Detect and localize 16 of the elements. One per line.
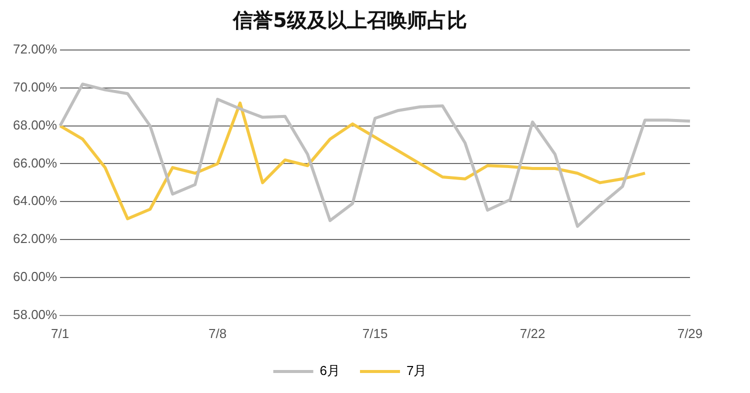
y-tick-label: 70.00% — [12, 79, 58, 94]
y-tick-label: 66.00% — [12, 155, 58, 170]
x-tick-label: 7/29 — [677, 326, 703, 341]
y-tick-label: 62.00% — [12, 231, 58, 246]
y-tick-label: 68.00% — [12, 117, 58, 132]
x-tick-label: 7/1 — [51, 326, 70, 341]
legend-label: 7月 — [406, 363, 427, 378]
legend-label: 6月 — [320, 363, 340, 378]
y-tick-label: 58.00% — [12, 306, 58, 322]
x-tick-label: 7/22 — [520, 326, 546, 341]
y-tick-label: 60.00% — [12, 269, 58, 284]
y-tick-label: 72.00% — [12, 42, 58, 57]
y-tick-label: 64.00% — [12, 193, 58, 208]
x-tick-label: 7/8 — [208, 326, 227, 341]
chart-title: 信誉5级及以上召唤师占比 — [232, 8, 467, 32]
x-tick-label: 7/15 — [362, 326, 388, 341]
